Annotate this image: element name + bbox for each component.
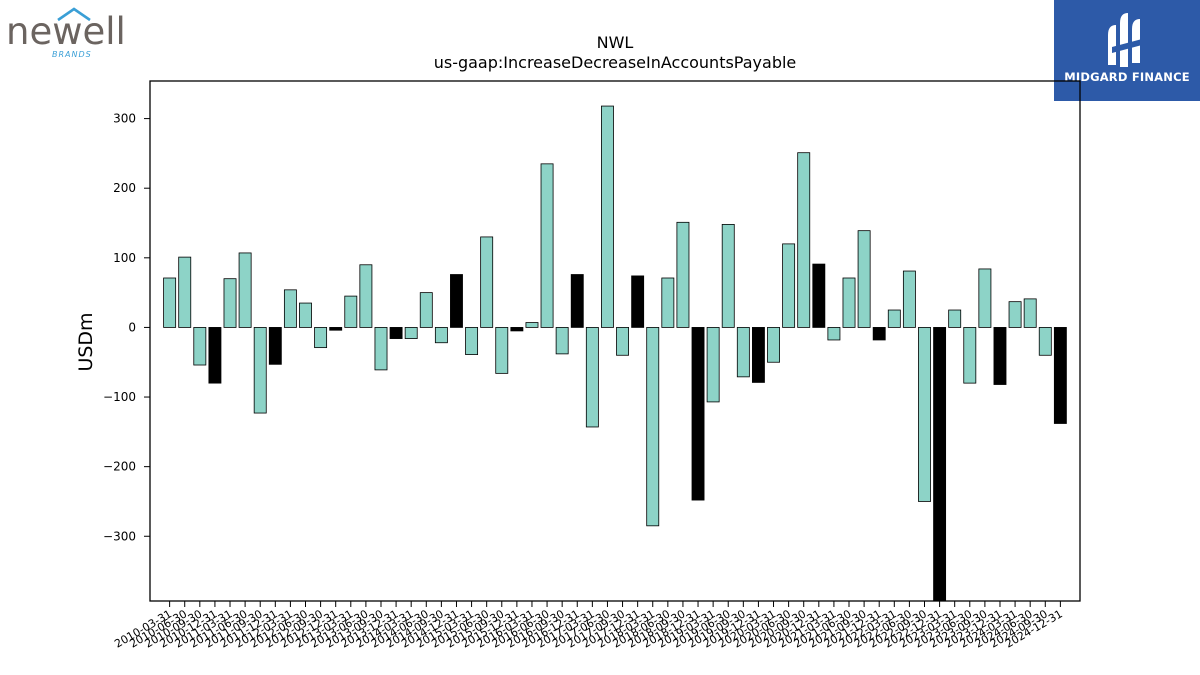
bar-2016-09-30: [555, 327, 569, 355]
bar-2014-03-31: [404, 327, 418, 339]
chart-title: NWL: [597, 33, 634, 52]
bar-2019-09-30: [736, 327, 750, 378]
bars-layer: [163, 105, 1067, 602]
bar-2017-03-31: [585, 327, 599, 428]
bar-2018-06-30: [661, 277, 675, 328]
bar-2018-03-31: [646, 327, 660, 527]
bar-2022-12-31: [933, 327, 947, 602]
bar-2022-06-30: [902, 270, 916, 328]
bar-2012-06-30: [299, 302, 312, 328]
y-tick-label: 200: [113, 181, 136, 195]
bar-2010-06-30: [178, 256, 192, 328]
bar-2024-03-31: [1008, 301, 1022, 328]
bar-2023-03-31: [948, 309, 962, 328]
bar-2020-09-30: [797, 152, 811, 328]
bar-2018-12-31: [691, 327, 705, 501]
bar-2014-06-30: [419, 292, 433, 328]
bar-2011-06-30: [238, 252, 252, 328]
bar-2014-12-31: [450, 274, 463, 328]
bar-2023-06-30: [963, 327, 977, 384]
bar-2021-09-30: [857, 230, 871, 328]
roof-icon: [57, 7, 91, 22]
bar-2014-09-30: [434, 327, 448, 344]
bar-2020-12-31: [812, 263, 826, 328]
bar-2019-06-30: [721, 223, 735, 328]
bar-2021-12-31: [872, 327, 886, 341]
midgard-finance-logo: MIDGARD FINANCE: [1054, 0, 1200, 101]
y-tick-label: −100: [103, 390, 136, 404]
midgard-mark-icon: [1108, 13, 1142, 67]
bar-2015-09-30: [495, 327, 509, 374]
bar-2013-09-30: [374, 327, 388, 371]
y-axis-label: USDm: [75, 312, 97, 371]
newell-brands-sub: BRANDS: [52, 50, 92, 59]
bar-2024-09-30: [1038, 327, 1052, 356]
bar-2013-03-31: [344, 295, 358, 328]
bar-2015-03-31: [465, 327, 479, 355]
bar-2010-12-31: [208, 327, 222, 384]
midgard-wordmark: MIDGARD FINANCE: [1064, 70, 1190, 84]
bar-2018-09-30: [676, 221, 690, 328]
bar-2011-03-31: [223, 278, 237, 328]
y-tick-label: −300: [103, 529, 136, 543]
y-tick-label: 300: [113, 112, 136, 126]
bar-2023-09-30: [978, 268, 992, 328]
bar-2015-06-30: [480, 236, 494, 328]
bar-2024-12-31: [1053, 327, 1067, 424]
bar-2012-12-31: [329, 327, 343, 331]
y-tick-label: −200: [103, 460, 136, 474]
bar-2019-03-31: [706, 327, 720, 403]
bar-2020-06-30: [782, 243, 796, 328]
bar-2021-03-31: [827, 327, 841, 341]
bar-2017-12-31: [631, 275, 645, 328]
bar-2024-06-30: [1023, 298, 1037, 328]
bar-2013-12-31: [389, 327, 403, 339]
newell-wordmark: newell: [6, 10, 126, 53]
y-axis: −300 −200 −100 0 100 200 300: [103, 112, 150, 543]
bar-2022-09-30: [918, 327, 931, 502]
bar-2016-06-30: [540, 163, 554, 328]
x-axis: 2010-03-312010-06-302010-09-302010-12-31…: [112, 601, 1065, 651]
bar-2022-03-31: [887, 309, 901, 328]
bar-2015-12-31: [510, 327, 524, 332]
bar-2020-03-31: [767, 327, 780, 363]
bar-2013-06-30: [359, 264, 373, 328]
bar-2010-09-30: [193, 327, 207, 366]
bar-2017-06-30: [601, 105, 614, 328]
bar-2021-06-30: [842, 277, 856, 328]
bar-2012-03-31: [283, 289, 297, 328]
bar-2019-12-31: [751, 327, 765, 383]
bar-2011-12-31: [268, 327, 282, 365]
bar-2010-03-31: [163, 277, 177, 328]
bar-2011-09-30: [253, 327, 267, 414]
bar-2016-03-31: [525, 322, 539, 328]
bar-2012-09-30: [314, 327, 328, 349]
plot-frame: [149, 80, 1081, 602]
y-tick-label: 100: [113, 251, 136, 265]
bar-2017-09-30: [616, 327, 629, 356]
bar-2016-12-31: [570, 274, 584, 328]
y-tick-label: 0: [128, 320, 136, 334]
chart-subtitle: us-gaap:IncreaseDecreaseInAccountsPayabl…: [434, 53, 797, 72]
bar-2023-12-31: [993, 327, 1007, 385]
